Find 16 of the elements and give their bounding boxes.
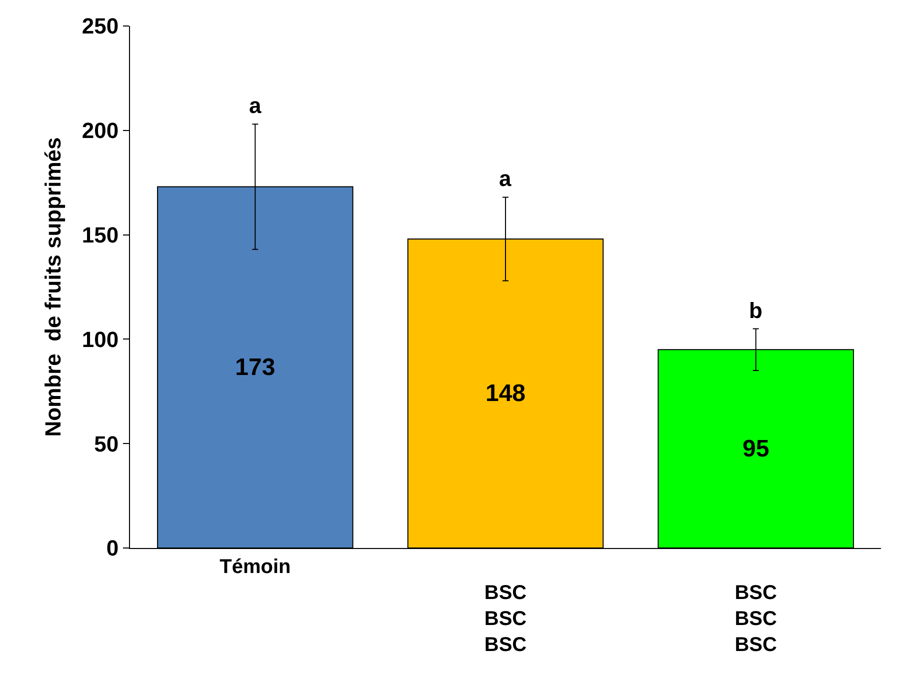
y-axis-title: Nombre de fruits supprimés	[40, 137, 66, 437]
data-label: 173	[235, 354, 276, 381]
x-tick-label: BSC BSC BSC	[734, 582, 777, 656]
y-tick-label: 0	[106, 536, 119, 561]
y-tick-label: 50	[94, 431, 119, 456]
x-tick-label: Témoin	[220, 556, 291, 578]
data-label: 95	[742, 435, 770, 462]
annotation: a	[499, 166, 512, 191]
y-tick-label: 200	[82, 118, 119, 144]
y-tick-label: 250	[82, 14, 119, 39]
data-label: 148	[485, 380, 526, 407]
y-tick-label: 150	[82, 222, 119, 248]
annotation: b	[749, 298, 762, 323]
annotation: a	[249, 93, 262, 118]
x-tick-label: BSC BSC BSC	[484, 582, 527, 656]
y-tick-label: 100	[82, 326, 119, 352]
